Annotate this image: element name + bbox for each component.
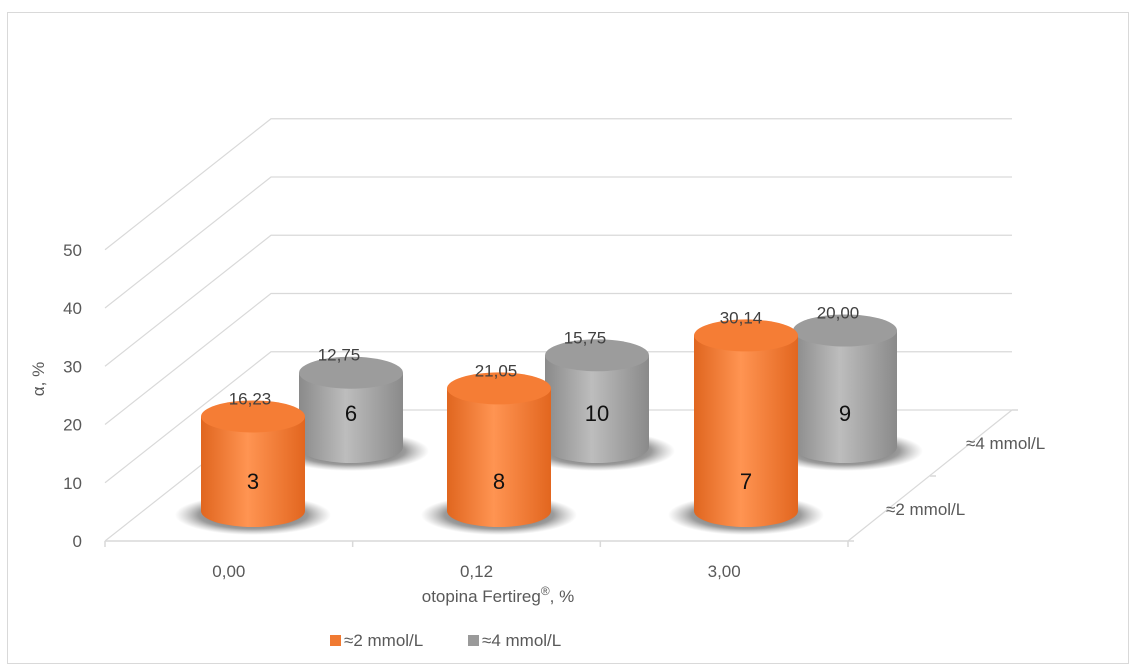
- gridline: [104, 118, 1012, 251]
- bar-top: [447, 372, 551, 405]
- gridline: [104, 176, 1012, 309]
- legend: ≈2 mmol/L ≈4 mmol/L: [330, 631, 561, 650]
- x-axis-label-main: otopina Fertireg: [422, 587, 541, 606]
- bar-value-label: 30,14: [720, 308, 763, 327]
- legend-label-series-1: ≈4 mmol/L: [482, 631, 561, 650]
- bar-inner-label: 8: [493, 469, 505, 494]
- bar-body: [694, 335, 798, 527]
- bar-top: [299, 356, 403, 389]
- bar-value-label: 20,00: [817, 304, 860, 323]
- legend-swatch-series-0: [330, 635, 341, 646]
- bar-inner-label: 6: [345, 401, 357, 426]
- depth-axis-label: ≈4 mmol/L: [966, 434, 1045, 453]
- bar-top: [694, 319, 798, 352]
- x-axis-label: otopina Fertireg®, %: [422, 584, 574, 606]
- depth-axis-label: ≈2 mmol/L: [886, 500, 965, 519]
- x-axis-label-suffix: , %: [550, 587, 575, 606]
- cylinder-bar-chart: 0 10 20 30 40 50 0,00 0,12 3,00 ≈2 mmol/L ≈4 mmol/…: [29, 118, 1045, 650]
- x-tick-label: 0,00: [212, 562, 245, 581]
- bar-series-1-1: 15,75 10: [519, 328, 675, 471]
- y-tick-label: 50: [63, 241, 82, 260]
- gridline: [104, 234, 1012, 367]
- y-axis-label: α, %: [29, 362, 48, 396]
- bar-body: [447, 388, 551, 527]
- gridline: [104, 292, 1012, 425]
- bar-value-label: 15,75: [564, 328, 607, 347]
- x-tick-label: 3,00: [708, 562, 741, 581]
- bar-top: [201, 400, 305, 433]
- bar-series-1-2: 20,00 9: [767, 304, 923, 471]
- y-tick-label: 0: [73, 532, 82, 551]
- bar-body: [793, 330, 897, 463]
- bar-value-label: 16,23: [229, 389, 272, 408]
- x-axis-label-sup: ®: [541, 584, 550, 598]
- bar-body: [299, 372, 403, 463]
- y-tick-label: 30: [63, 357, 82, 376]
- bar-inner-label: 7: [740, 469, 752, 494]
- bar-body: [201, 416, 305, 527]
- chart-frame: 0 10 20 30 40 50 0,00 0,12 3,00 ≈2 mmol/L ≈4 mmol/…: [7, 12, 1129, 664]
- legend-swatch-series-1: [468, 635, 479, 646]
- bar-series-0-0: 16,23 3: [175, 389, 331, 535]
- bar-series-1-0: 12,75 6: [273, 346, 429, 471]
- bar-value-label: 12,75: [318, 346, 361, 365]
- y-tick-label: 20: [63, 416, 82, 435]
- bar-value-label: 21,05: [475, 361, 518, 380]
- bar-body: [545, 355, 649, 463]
- bar-inner-label: 3: [247, 469, 259, 494]
- bars: 12,75 6 15,75 10 20,00 9 16,23 3 21,05 8 30,14 7: [175, 304, 923, 535]
- bar-top: [793, 314, 897, 347]
- bar-top: [545, 339, 649, 372]
- bar-series-0-1: 21,05 8: [421, 361, 577, 535]
- y-tick-label: 40: [63, 299, 82, 318]
- bar-inner-label: 9: [839, 401, 851, 426]
- x-tick-label: 0,12: [460, 562, 493, 581]
- bar-inner-label: 10: [585, 401, 609, 426]
- legend-label-series-0: ≈2 mmol/L: [344, 631, 423, 650]
- y-tick-label: 10: [63, 474, 82, 493]
- bar-series-0-2: 30,14 7: [668, 308, 824, 535]
- axes: 0 10 20 30 40 50 0,00 0,12 3,00 ≈2 mmol/L ≈4 mmol/…: [63, 241, 1045, 581]
